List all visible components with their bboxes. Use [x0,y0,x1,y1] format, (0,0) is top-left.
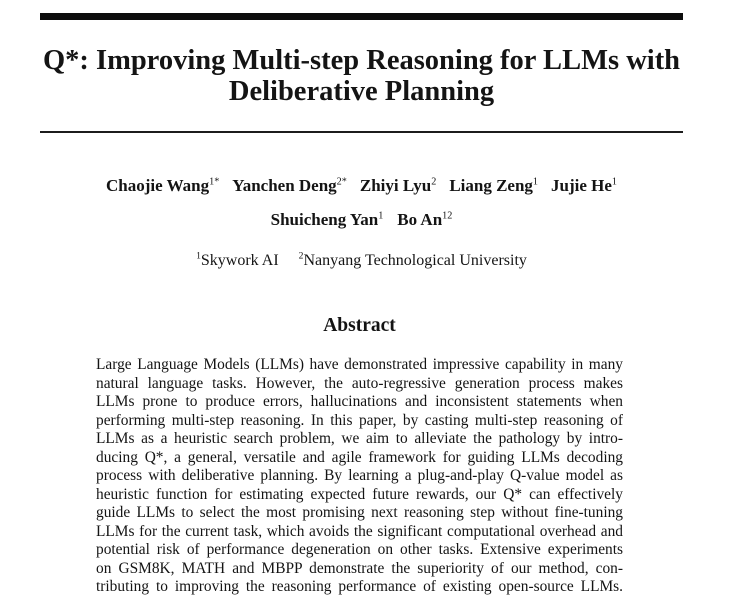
author-superscript: 1 [532,176,539,188]
abstract-line: natural language tasks. However, the aut… [96,374,623,392]
abstract-line: LLMs as a heuristic search problem, we a… [96,430,623,447]
abstract-line: performing multi-step reasoning. In this… [96,411,623,429]
author-name: Jujie He [551,176,612,195]
affiliation: 2Nanyang Technological University [299,250,527,271]
author-name: Liang Zeng [449,176,533,195]
paper-title-line1: Q*: Improving Multi-step Reasoning for L… [42,45,681,76]
affiliation-list: 1Skywork AI 2Nanyang Technological Unive… [40,250,683,271]
paper-title: Q*: Improving Multi-step Reasoning for L… [40,45,683,107]
author-name: Bo An [397,210,443,229]
title-rule-bottom [40,131,683,133]
author-superscript: 12 [442,210,453,222]
author-name: Zhiyi Lyu [359,176,432,195]
author-superscript: 2 [431,176,437,188]
abstract-line: LLMs for the current task, which avoids … [96,522,623,540]
author: Chaojie Wang1* [106,175,219,197]
abstract-line: Large Language Models (LLMs) have demons… [96,356,623,373]
abstract-heading: Abstract [323,315,396,336]
author: Shuicheng Yan1 [271,209,384,231]
author-superscript: 1 [611,176,618,188]
title-rule-top [40,13,683,20]
abstract-line: tributing to improving the reasoning per… [96,578,623,595]
affiliation-name: Skywork AI [200,252,279,269]
author-name: Shuicheng Yan [270,210,379,229]
abstract-text: Large Language Models (LLMs) have demons… [96,356,623,597]
author-superscript: 1* [209,176,220,188]
author-name: Yanchen Deng [232,176,337,195]
author: Liang Zeng1 [449,175,538,197]
affiliation-superscript: 1 [196,250,201,262]
author-list-row2: Shuicheng Yan1 Bo An12 [40,209,683,231]
paper-title-line2: Deliberative Planning [228,76,495,107]
abstract-line: ducing Q*, a general, versatile and agil… [96,448,623,466]
affiliation-name: Nanyang Technological University [303,252,527,269]
author-list-row1: Chaojie Wang1* Yanchen Deng2* Zhiyi Lyu2… [40,175,683,197]
abstract-line: on GSM8K, MATH and MBPP demonstrate the … [96,559,623,577]
abstract-line: heuristic function for estimating expect… [96,485,623,503]
author-superscript: 1 [378,210,384,222]
author: Jujie He1 [551,175,617,197]
author: Zhiyi Lyu2 [360,175,436,197]
author-superscript: 2* [336,176,347,188]
author: Bo An12 [397,209,452,231]
abstract-line: process with deliberative planning. By l… [96,467,623,484]
affiliation: 1Skywork AI [196,250,279,271]
abstract-line: guide LLMs to select the most promising … [96,504,623,521]
affiliation-superscript: 2 [298,250,304,262]
author: Yanchen Deng2* [232,175,347,197]
abstract-line: potential risk of performance degenerati… [96,541,623,558]
author-name: Chaojie Wang [105,176,210,195]
abstract-line: LLMs prone to produce errors, hallucinat… [96,393,623,410]
